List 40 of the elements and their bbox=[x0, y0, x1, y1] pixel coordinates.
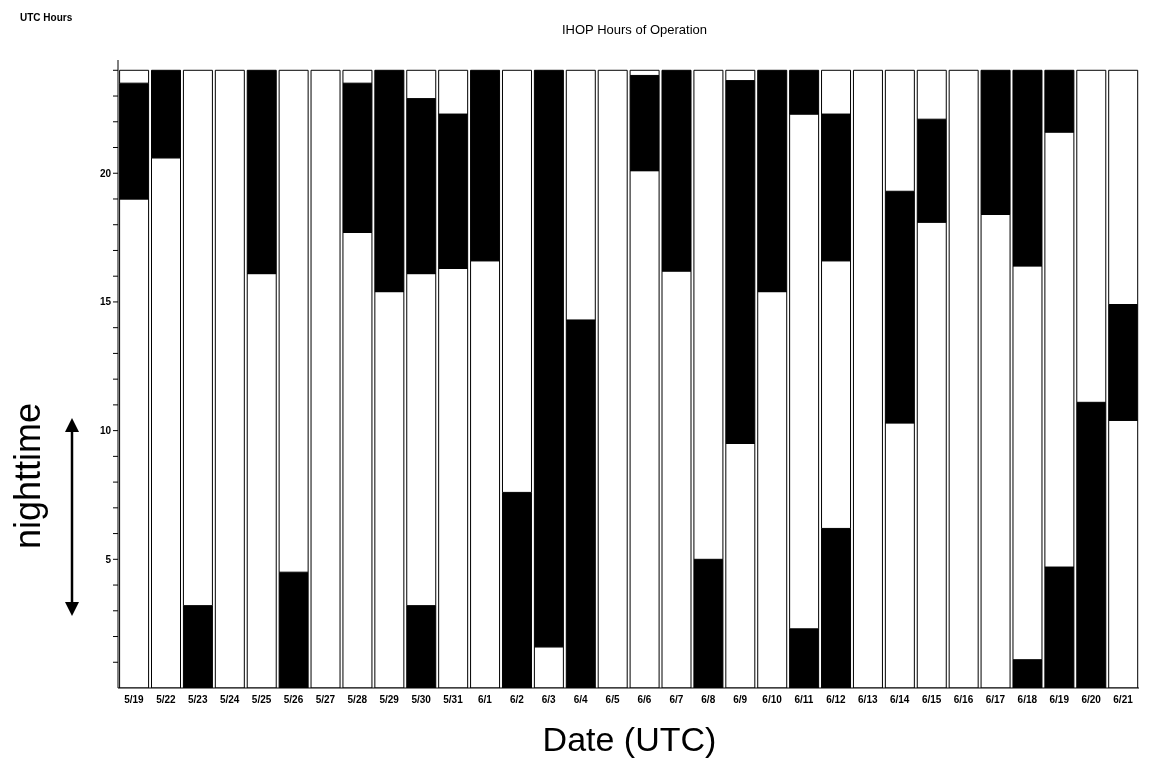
x-tick-label: 5/27 bbox=[315, 694, 336, 706]
x-tick-label: 6/7 bbox=[669, 694, 684, 706]
x-tick-label: 6/21 bbox=[1113, 694, 1134, 706]
x-tick-label: 5/28 bbox=[347, 694, 368, 706]
x-tick-label: 6/1 bbox=[477, 694, 493, 706]
x-axis-title: Date (UTC) bbox=[541, 720, 718, 759]
x-tick-label: 5/19 bbox=[124, 694, 145, 706]
x-tick-label: 6/9 bbox=[733, 694, 748, 706]
x-tick-label: 6/11 bbox=[794, 694, 814, 706]
x-tick-label: 6/3 bbox=[541, 694, 557, 706]
x-tick-label: 6/18 bbox=[1017, 694, 1038, 706]
x-tick-label: 6/12 bbox=[826, 694, 847, 706]
x-tick-label: 6/13 bbox=[858, 694, 878, 706]
x-tick-label: 6/10 bbox=[762, 694, 783, 706]
x-tick-label: 6/6 bbox=[637, 694, 652, 706]
text: nighttime bbox=[7, 402, 49, 550]
x-tick-label: 5/26 bbox=[283, 694, 304, 706]
x-tick-label: 6/15 bbox=[921, 694, 942, 706]
x-tick-label: 6/17 bbox=[985, 694, 1006, 706]
x-tick-label: 6/20 bbox=[1081, 694, 1102, 706]
y-tick-label: 20 bbox=[99, 167, 112, 179]
x-tick-label: 6/19 bbox=[1049, 694, 1070, 706]
x-tick-label: 5/29 bbox=[379, 694, 400, 706]
x-tick-label: 6/2 bbox=[509, 694, 525, 706]
y-tick-label: 5 bbox=[105, 553, 112, 565]
x-tick-label: 5/30 bbox=[411, 694, 432, 706]
x-tick-label: 6/5 bbox=[605, 694, 620, 706]
x-tick-label: 5/25 bbox=[251, 694, 272, 706]
chart-title: IHOP Hours of Operation bbox=[561, 22, 708, 37]
x-tick-label: 5/24 bbox=[219, 694, 240, 706]
x-tick-label: 5/22 bbox=[156, 694, 177, 706]
y-tick-label: 15 bbox=[99, 296, 112, 308]
x-tick-label: 6/16 bbox=[953, 694, 974, 706]
x-tick-label: 6/4 bbox=[573, 694, 589, 706]
y-tick-label: 10 bbox=[99, 425, 112, 437]
y-axis-title: UTC Hours bbox=[20, 12, 73, 23]
x-tick-label: 5/23 bbox=[188, 694, 208, 706]
x-tick-label: 5/31 bbox=[443, 694, 464, 706]
x-tick-label: 6/14 bbox=[889, 694, 910, 706]
x-tick-label: 6/8 bbox=[701, 694, 716, 706]
